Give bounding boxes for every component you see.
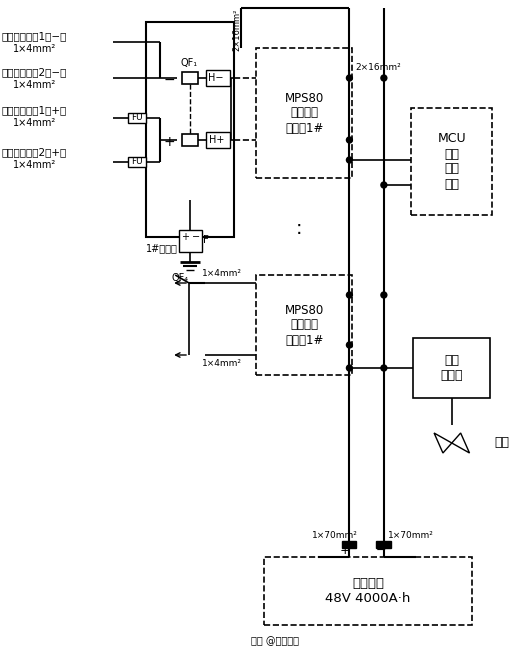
Circle shape — [346, 157, 353, 163]
Bar — [182, 72, 198, 84]
Bar — [413, 338, 490, 398]
Text: 1×70mm²: 1×70mm² — [388, 530, 434, 540]
Circle shape — [346, 75, 353, 81]
Bar — [179, 230, 202, 252]
Bar — [264, 557, 473, 625]
Bar — [206, 70, 230, 86]
Polygon shape — [452, 433, 470, 453]
Text: 蓄电池组
48V 4000A·h: 蓄电池组 48V 4000A·h — [326, 577, 411, 605]
Text: −: − — [192, 232, 200, 242]
Text: 2×16mm²: 2×16mm² — [355, 63, 401, 73]
Circle shape — [381, 365, 387, 371]
Circle shape — [346, 365, 353, 371]
Text: +: + — [339, 543, 350, 557]
Text: F: F — [203, 235, 208, 245]
Text: 太阳电池串列1（−）: 太阳电池串列1（−） — [2, 31, 67, 41]
Text: 1×4mm²: 1×4mm² — [202, 269, 242, 277]
Text: 太阳电池串列2（+）: 太阳电池串列2（+） — [2, 147, 67, 157]
Text: 1×4mm²: 1×4mm² — [13, 44, 56, 54]
Circle shape — [346, 292, 353, 298]
Text: FU: FU — [131, 156, 143, 165]
Bar — [256, 275, 353, 375]
Circle shape — [381, 292, 387, 298]
Text: FU: FU — [131, 112, 143, 122]
Text: 1×4mm²: 1×4mm² — [13, 80, 56, 90]
Text: 头条 @电气技术: 头条 @电气技术 — [251, 636, 299, 646]
Text: 太阳电池串列2（−）: 太阳电池串列2（−） — [2, 67, 67, 77]
Circle shape — [346, 342, 353, 348]
Text: :: : — [295, 218, 302, 237]
Text: QF₄: QF₄ — [171, 273, 189, 283]
Bar — [256, 48, 353, 178]
Text: 1#汇流笱: 1#汇流笱 — [146, 243, 177, 253]
Text: +: + — [164, 135, 175, 149]
Text: MPS80
光伏放电
控制全1#: MPS80 光伏放电 控制全1# — [285, 303, 324, 347]
Text: 1×70mm²: 1×70mm² — [312, 530, 358, 540]
Text: 风机
控制柜: 风机 控制柜 — [440, 354, 463, 382]
Bar — [182, 134, 198, 146]
Text: 1×4mm²: 1×4mm² — [202, 358, 242, 368]
Text: +: + — [181, 232, 189, 242]
Bar — [146, 22, 234, 237]
Text: 1×4mm²: 1×4mm² — [13, 118, 56, 128]
Text: 2×16mm²: 2×16mm² — [233, 9, 242, 51]
Text: 太阳电池串列1（+）: 太阳电池串列1（+） — [2, 105, 67, 115]
Bar — [341, 541, 356, 548]
Text: 1×4mm²: 1×4mm² — [13, 160, 56, 170]
Text: 风机: 风机 — [494, 436, 509, 449]
Circle shape — [346, 137, 353, 143]
Text: H+: H+ — [208, 135, 224, 145]
Text: −: − — [376, 543, 386, 557]
Text: MCU
中央
控制
单元: MCU 中央 控制 单元 — [437, 133, 466, 190]
Text: H−: H− — [207, 73, 223, 83]
Polygon shape — [434, 433, 452, 453]
Text: MPS80
光伏充电
控制全1#: MPS80 光伏充电 控制全1# — [285, 92, 324, 135]
Circle shape — [381, 75, 387, 81]
Circle shape — [381, 182, 387, 188]
Bar — [376, 541, 391, 548]
Bar — [128, 157, 146, 167]
Text: −: − — [164, 73, 175, 87]
Bar — [128, 113, 146, 123]
Text: QF₁: QF₁ — [180, 58, 197, 68]
Bar — [411, 108, 492, 215]
Bar — [206, 132, 230, 148]
